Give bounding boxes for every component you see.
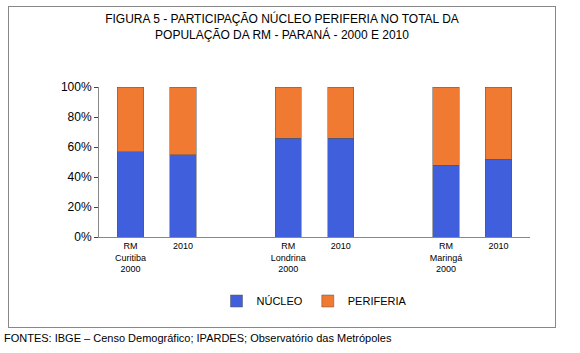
- svg-text:2010: 2010: [173, 241, 193, 251]
- svg-text:2010: 2010: [331, 241, 351, 251]
- html-text:FONTES: IBGE – Censo Demográfi: FONTES: IBGE – Censo Demográfico; IPARDE…: [4, 332, 392, 344]
- svg-text:RMMaringá2000: RMMaringá2000: [430, 241, 463, 274]
- svg-text:60%: 60%: [68, 140, 92, 154]
- svg-text:RMLondrina2000: RMLondrina2000: [271, 241, 306, 274]
- svg-text:80%: 80%: [68, 110, 92, 124]
- svg-text:100%: 100%: [61, 80, 92, 94]
- svg-text:40%: 40%: [68, 170, 92, 184]
- svg-text:FIGURA 5 - PARTICIPAÇÃO NÚCLEO: FIGURA 5 - PARTICIPAÇÃO NÚCLEO PERIFERIA…: [105, 11, 459, 42]
- svg-text:NÚCLEO: NÚCLEO: [257, 295, 303, 307]
- svg-text:PERIFERIA: PERIFERIA: [348, 295, 407, 307]
- svg-text:2010: 2010: [488, 241, 508, 251]
- svg-text:0%: 0%: [74, 230, 92, 244]
- svg-text:20%: 20%: [68, 200, 92, 214]
- svg-text:RMCuritiba2000: RMCuritiba2000: [115, 241, 146, 274]
